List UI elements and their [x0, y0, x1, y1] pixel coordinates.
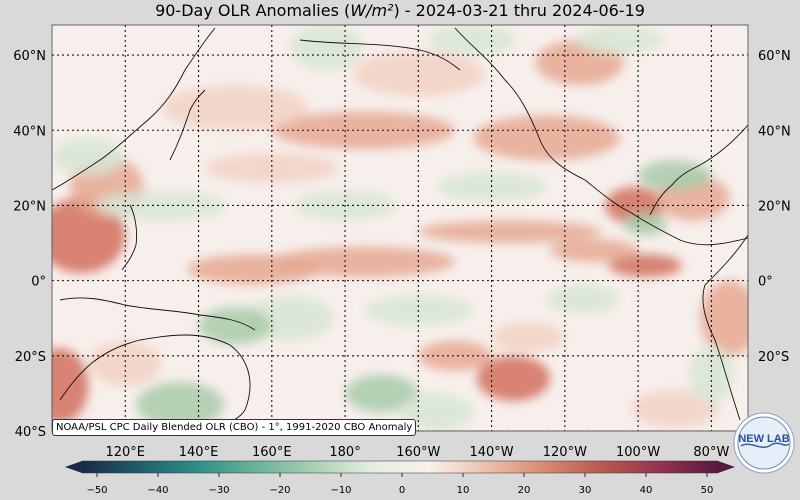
latitude-label: 60°N	[758, 49, 791, 64]
longitude-label: 120°E	[105, 445, 145, 460]
longitude-labels: 120°E 140°E 160°E 180° 160°W 140°W 120°W 100°W 8…	[105, 445, 729, 460]
longitude-label: 120°W	[543, 445, 587, 460]
anomaly-patch	[198, 306, 272, 345]
americas-west-coast	[454, 27, 748, 246]
latitude-label: 20°N	[758, 199, 791, 214]
anomaly-patch	[550, 239, 639, 262]
anomaly-patch	[608, 254, 683, 277]
anomaly-patch	[205, 152, 338, 183]
aleutian-outline	[299, 39, 461, 71]
noaa-psl-logo: NEW LAB	[733, 412, 795, 474]
colorbar-tick-label: 0	[399, 485, 405, 496]
longitude-label: 100°W	[616, 445, 660, 460]
anomaly-patch	[52, 137, 126, 176]
chart-title: 90-Day OLR Anomalies (W/m²) - 2024-03-21…	[0, 0, 800, 24]
title-text: 90-Day OLR Anomalies (	[155, 1, 351, 20]
latitude-label: 0°	[31, 275, 46, 290]
latitude-label: 0°	[758, 275, 773, 290]
colorbar-ticks: −50 −40 −30 −20 −10 0 10 20 30 40 50	[86, 473, 713, 496]
logo-text: NEW LAB	[738, 433, 789, 445]
latitude-label: 60°N	[13, 49, 46, 64]
colorbar: −50 −40 −30 −20 −10 0 10 20 30 40 50	[65, 460, 735, 496]
map-area	[52, 25, 748, 431]
colorbar-tick-label: −20	[269, 485, 290, 496]
anomaly-patch	[689, 344, 734, 405]
anomaly-patch	[418, 220, 602, 244]
anomaly-patch	[491, 321, 565, 353]
anomaly-patch	[290, 25, 364, 71]
longitude-label: 140°E	[179, 445, 219, 460]
colorbar-tick-label: −10	[330, 485, 351, 496]
anomaly-patch	[546, 284, 620, 315]
longitude-label: 140°W	[469, 445, 513, 460]
colorbar-max-arrow	[718, 461, 735, 473]
anomaly-patch	[700, 280, 748, 356]
anomaly-patch	[473, 115, 620, 161]
data-source-credit: NOAA/PSL CPC Daily Blended OLR (CBO) - 1…	[52, 419, 417, 436]
colorbar-tick-label: 40	[640, 485, 653, 496]
colorbar-tick-label: −30	[208, 485, 229, 496]
north-america-east-coast	[649, 124, 748, 216]
anomaly-patch	[88, 340, 162, 386]
longitude-label: 180°	[329, 445, 360, 460]
latitude-label: 40°S	[15, 425, 46, 440]
latitude-label: 20°S	[758, 350, 789, 365]
colorbar-tick-label: −40	[147, 485, 168, 496]
anomaly-patch	[630, 389, 719, 428]
asia-east-coast	[52, 27, 216, 191]
colorbar-tick-label: 30	[579, 485, 592, 496]
anomaly-patch	[429, 25, 518, 56]
anomaly-patch	[623, 212, 668, 236]
graticule	[52, 25, 748, 431]
title-unit: W/m²	[350, 1, 394, 20]
colorbar-min-arrow	[65, 461, 82, 473]
anomaly-patch	[136, 382, 225, 428]
latitude-label: 20°N	[13, 199, 46, 214]
title-date-range: ) - 2024-03-21 thru 2024-06-19	[393, 1, 645, 20]
anomaly-patch	[52, 197, 126, 274]
colorbar-tick-label: 50	[701, 485, 714, 496]
indonesia-outline	[59, 297, 256, 331]
anomaly-patch	[476, 355, 551, 401]
anomaly-patch	[95, 190, 228, 221]
anomaly-patch	[352, 51, 485, 97]
longitude-label: 160°W	[396, 445, 440, 460]
anomaly-patch	[418, 340, 492, 371]
latitude-label: 40°N	[13, 124, 46, 139]
anomaly-patch	[638, 160, 712, 191]
philippines-outline	[121, 204, 138, 271]
colorbar-bar	[81, 460, 719, 474]
japan-outline	[169, 89, 206, 161]
latitude-labels-left: 60°N 40°N 20°N 0° 20°S 40°S	[13, 49, 46, 440]
south-america-coast	[702, 234, 748, 421]
latitude-label: 40°N	[758, 124, 791, 139]
colorbar-tick-label: 20	[518, 485, 531, 496]
colorbar-tick-label: −50	[86, 485, 107, 496]
anomaly-patch	[575, 25, 664, 56]
latitude-label: 20°S	[15, 350, 46, 365]
colorbar-tick-label: 10	[457, 485, 470, 496]
anomaly-patch	[161, 85, 309, 131]
anomaly-patch	[271, 246, 455, 277]
longitude-label: 160°E	[252, 445, 292, 460]
longitude-label: 80°W	[693, 445, 729, 460]
anomaly-patch	[345, 374, 419, 413]
latitude-labels-right: 60°N40°N20°N0°20°S40°S	[758, 49, 791, 440]
